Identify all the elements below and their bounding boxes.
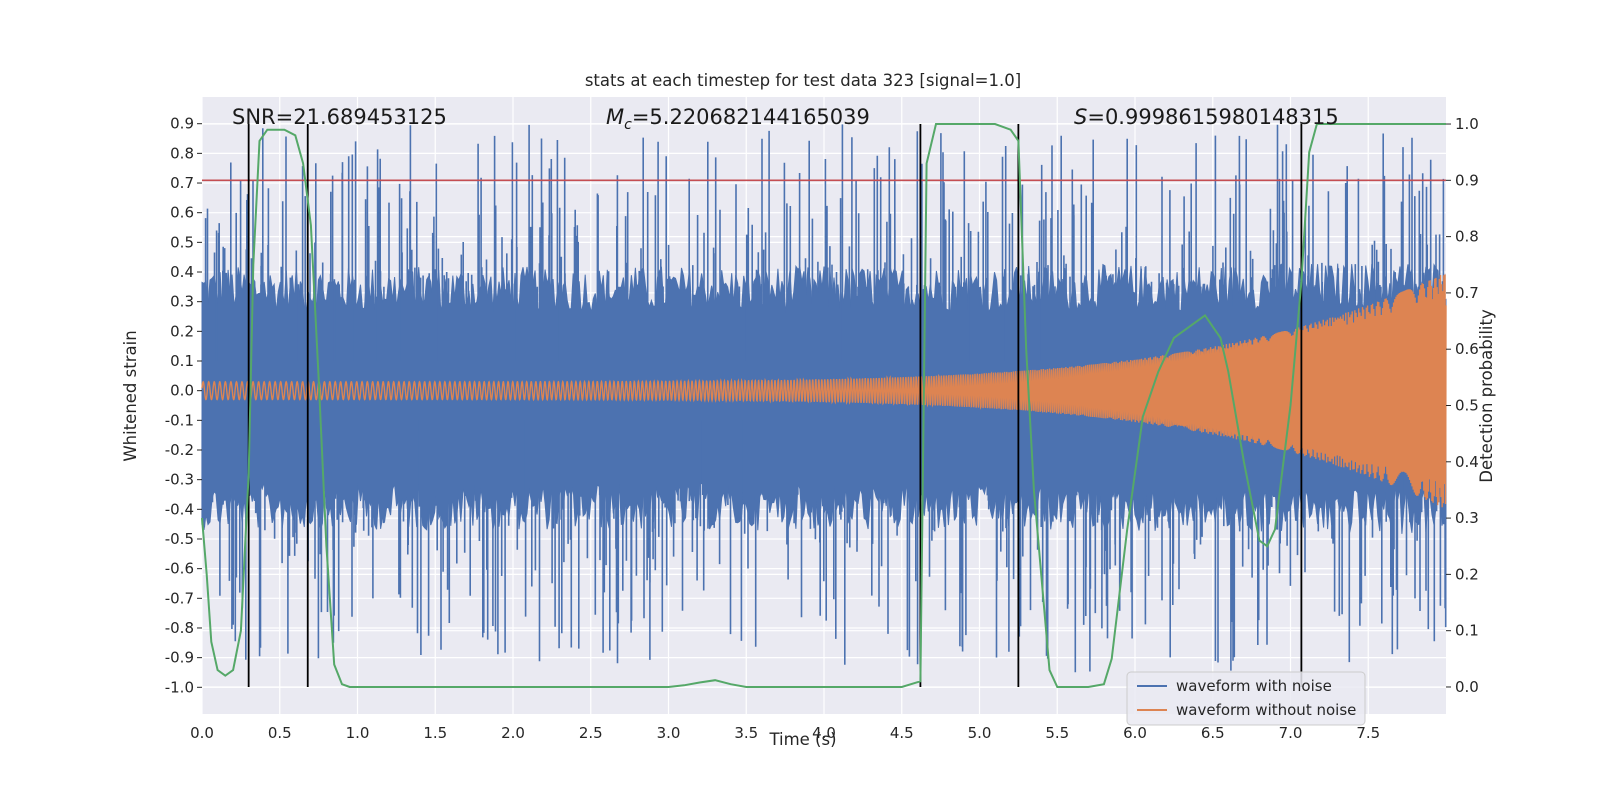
y2-tick-label: 0.9 <box>1455 171 1479 189</box>
y2-tick-label: 0.8 <box>1455 228 1479 246</box>
mc-subscript: c <box>624 117 632 133</box>
snr-annotation: SNR=21.689453125 <box>232 105 447 129</box>
y-tick-label: 0.5 <box>170 233 194 251</box>
y-tick-label: 0.3 <box>170 293 194 311</box>
chart-title: stats at each timestep for test data 323… <box>585 71 1021 90</box>
legend: waveform with noise waveform without noi… <box>1126 671 1366 726</box>
x-axis-label: Time (s) <box>768 730 836 749</box>
x-tick-label: 6.0 <box>1123 724 1147 742</box>
y-tick-label: 0.1 <box>170 352 194 370</box>
x-tick-label: 6.5 <box>1201 724 1225 742</box>
y-tick-label: 0.9 <box>170 115 194 133</box>
y-tick-label: 0.2 <box>170 322 194 340</box>
x-tick-label: 0.5 <box>268 724 292 742</box>
mc-symbol: M <box>606 105 624 129</box>
y-tick-label: -0.8 <box>165 619 194 637</box>
legend-label-noise: waveform with noise <box>1176 677 1332 695</box>
y-tick-label: 0.0 <box>170 382 194 400</box>
y2-tick-label: 0.6 <box>1455 340 1479 358</box>
y2-tick-label: 0.4 <box>1455 453 1479 471</box>
y2-axis-ticks: 1.0 0.9 0.8 0.7 0.6 0.5 0.4 0.3 0.2 0.1 0.0 <box>1446 115 1479 696</box>
x-tick-label: 0.0 <box>190 724 214 742</box>
y-axis-ticks: 0.9 0.8 0.7 0.6 0.5 0.4 0.3 0.2 0.1 0.0 -0.1 -0.2 -0… <box>165 115 202 696</box>
y2-tick-label: 0.3 <box>1455 509 1479 527</box>
y-tick-label: 0.4 <box>170 263 194 281</box>
y-tick-label: -0.2 <box>165 441 194 459</box>
x-tick-label: 1.0 <box>346 724 370 742</box>
x-tick-label: 3.5 <box>734 724 758 742</box>
x-tick-label: 7.0 <box>1279 724 1303 742</box>
x-tick-label: 2.5 <box>579 724 603 742</box>
y-tick-label: -0.5 <box>165 530 194 548</box>
y-tick-label: 0.6 <box>170 204 194 222</box>
y2-axis-label: Detection probability <box>1477 309 1496 483</box>
y2-tick-label: 0.0 <box>1455 678 1479 696</box>
x-axis-ticks: 0.0 0.5 1.0 1.5 2.0 2.5 3.0 3.5 4.0 4.5 5.0 5.5 6.0 6… <box>190 724 1380 742</box>
y-tick-label: 0.8 <box>170 144 194 162</box>
mc-value: =5.220682144165039 <box>632 105 870 129</box>
y2-tick-label: 1.0 <box>1455 115 1479 133</box>
legend-label-clean: waveform without noise <box>1176 701 1356 719</box>
y-axis-label: Whitened strain <box>121 330 140 461</box>
y2-tick-label: 0.7 <box>1455 284 1479 302</box>
vertical-markers <box>247 124 1303 687</box>
s-annotation: S=0.9998615980148315 <box>1074 105 1339 129</box>
y-tick-label: -0.6 <box>165 560 194 578</box>
y2-tick-label: 0.1 <box>1455 622 1479 640</box>
chirp-mass-annotation: Mc=5.220682144165039 <box>606 105 870 133</box>
y2-tick-label: 0.2 <box>1455 565 1479 583</box>
y-tick-label: -1.0 <box>165 678 194 696</box>
s-symbol: S <box>1074 105 1087 129</box>
y-tick-label: -0.4 <box>165 500 194 518</box>
y-tick-label: -0.1 <box>165 411 194 429</box>
x-tick-label: 3.0 <box>657 724 681 742</box>
y-tick-label: 0.7 <box>170 174 194 192</box>
y2-tick-label: 0.5 <box>1455 397 1479 415</box>
x-tick-label: 4.5 <box>890 724 914 742</box>
y-tick-label: -0.7 <box>165 589 194 607</box>
x-tick-label: 7.5 <box>1356 724 1380 742</box>
x-tick-label: 2.0 <box>501 724 525 742</box>
series-waveform-without-noise <box>201 274 1447 508</box>
x-tick-label: 5.0 <box>968 724 992 742</box>
plot-content <box>201 123 1447 688</box>
y-tick-label: -0.9 <box>165 649 194 667</box>
s-value: =0.9998615980148315 <box>1087 105 1338 129</box>
x-tick-label: 4.0 <box>812 724 836 742</box>
series-detection-probability <box>201 123 1446 688</box>
legend-box <box>1126 671 1366 726</box>
x-tick-label: 1.5 <box>423 724 447 742</box>
y-tick-label: -0.3 <box>165 471 194 489</box>
x-tick-label: 5.5 <box>1045 724 1069 742</box>
